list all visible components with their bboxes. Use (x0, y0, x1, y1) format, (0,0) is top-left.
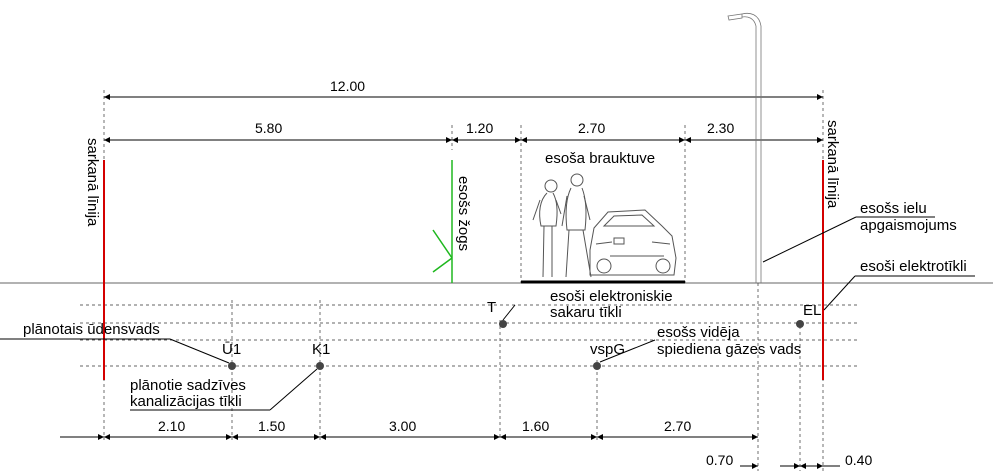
dim-total-text: 12.00 (330, 78, 365, 94)
telecom-leader (502, 304, 516, 321)
gas-leader (599, 339, 656, 363)
marker-gas-label: vspG (590, 341, 625, 358)
marker-telecom (499, 320, 507, 328)
telecom-label-2: sakaru tīkli (550, 304, 622, 321)
gas-label-1: esošs vidēja (657, 324, 740, 341)
dim-top-text: 2.70 (578, 120, 605, 136)
dim-top-text: 5.80 (255, 120, 282, 136)
electric-leader (823, 275, 856, 311)
marker-telecom-label: T (487, 299, 496, 316)
lighting-label-2: apgaismojums (860, 217, 957, 234)
marker-water (228, 362, 236, 370)
electric-label: esoši elektrotīkli (860, 258, 967, 275)
marker-water-label: Ū1 (222, 341, 241, 358)
pedestrians-illustration (532, 173, 592, 278)
water-label: plānotais ūdensvads (23, 321, 160, 338)
sewer-leader (269, 368, 318, 411)
sewer-label-1: plānotie sadzīves (130, 377, 246, 394)
lighting-leader (762, 216, 857, 263)
marker-gas (593, 362, 601, 370)
dim-bottom-text: 2.10 (158, 418, 185, 434)
lighting-label-1: esošs ielu (860, 200, 927, 217)
dim-bottom-text: 3.00 (389, 418, 416, 434)
gas-label-2: spiediena gāzes vads (657, 341, 801, 358)
dim-top-text: 1.20 (466, 120, 493, 136)
dim-bottom-text: 1.50 (258, 418, 285, 434)
marker-sewer (316, 362, 324, 370)
car-illustration (589, 209, 677, 276)
street-light-icon (727, 12, 762, 283)
marker-electric-label: EL (803, 302, 821, 319)
sewer-label-2: kanalizācijas tīkli (130, 393, 242, 410)
road-label: esoša brauktuve (545, 150, 655, 167)
dim-small-right: 0.40 (845, 452, 872, 468)
telecom-label-1: esoši elektroniskie (550, 288, 673, 305)
fence-label: esošs žogs (455, 176, 472, 251)
red-line-label-left: sarkanā līnija (84, 138, 101, 227)
fence-support (432, 229, 453, 273)
marker-sewer-label: K1 (312, 341, 330, 358)
dim-bottom-text: 2.70 (664, 418, 691, 434)
red-line-label-right: sarkanā līnija (824, 120, 841, 209)
dim-top-text: 2.30 (707, 120, 734, 136)
dim-small-left: 0.70 (706, 452, 733, 468)
marker-electric (796, 320, 804, 328)
water-leader-2 (169, 338, 230, 364)
dim-bottom-text: 1.60 (522, 418, 549, 434)
